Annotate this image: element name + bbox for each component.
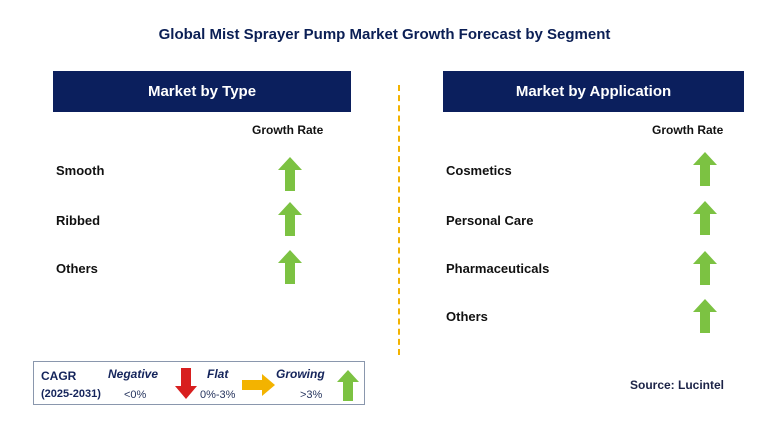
type-row-label: Ribbed [56, 213, 101, 228]
legend-growing-label: Growing [276, 367, 325, 381]
up-arrow-icon [278, 250, 302, 284]
application-row-label: Cosmetics [446, 163, 512, 178]
market-by-application-header: Market by Application [443, 71, 744, 112]
application-row-label: Pharmaceuticals [446, 261, 550, 276]
page-title: Global Mist Sprayer Pump Market Growth F… [158, 26, 611, 43]
up-arrow-icon [337, 370, 359, 401]
up-arrow-icon [693, 299, 717, 333]
legend-period: (2025-2031) [41, 388, 101, 400]
up-arrow-icon [693, 152, 717, 186]
segment-divider [398, 85, 400, 355]
legend-flat-value: 0%-3% [200, 389, 236, 401]
source-label: Source: Lucintel [630, 378, 725, 392]
down-arrow-icon [175, 368, 197, 399]
market-by-type-header: Market by Type [53, 71, 351, 112]
application-row-label: Personal Care [446, 213, 534, 228]
type-row-label: Others [56, 261, 98, 276]
right-arrow-icon [242, 374, 275, 396]
up-arrow-icon [278, 202, 302, 236]
type-row-label: Smooth [56, 163, 105, 178]
legend-title: CAGR [41, 369, 77, 383]
up-arrow-icon [693, 201, 717, 235]
up-arrow-icon [278, 157, 302, 191]
application-growth-rate-label: Growth Rate [652, 123, 724, 137]
cagr-legend: CAGR (2025-2031) Negative <0% Flat 0%-3%… [33, 361, 365, 405]
type-growth-rate-label: Growth Rate [252, 123, 324, 137]
legend-growing-value: >3% [300, 389, 323, 401]
legend-negative-label: Negative [108, 367, 159, 381]
legend-negative-value: <0% [124, 389, 147, 401]
application-row-label: Others [446, 309, 488, 324]
legend-flat-label: Flat [207, 367, 229, 381]
up-arrow-icon [693, 251, 717, 285]
